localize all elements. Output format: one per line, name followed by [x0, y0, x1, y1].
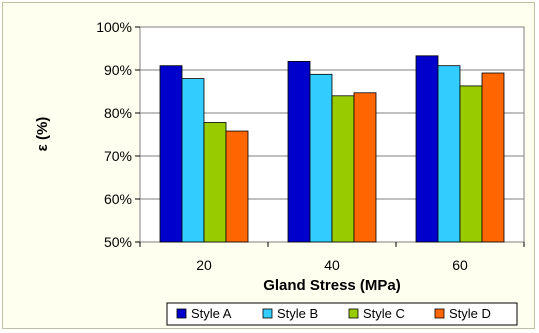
legend-swatch — [434, 308, 445, 319]
bar-style-a-40 — [287, 61, 311, 243]
bar-style-c-40 — [331, 95, 355, 243]
legend-label: Style C — [363, 306, 405, 321]
y-tick-label: 50% — [104, 234, 132, 250]
bar-style-d-60 — [481, 72, 505, 243]
x-tick-label: 20 — [196, 257, 212, 273]
legend-box — [166, 302, 518, 326]
legend-swatch — [348, 308, 359, 319]
legend-label: Style A — [191, 306, 232, 321]
bars — [159, 55, 505, 243]
y-tick-label: 60% — [104, 191, 132, 207]
bar-style-a-60 — [415, 55, 439, 243]
y-tick-label: 100% — [96, 19, 132, 35]
legend: Style A Style B Style C Style D — [166, 302, 518, 326]
x-tick-label: 40 — [324, 257, 340, 273]
legend-label: Style B — [277, 306, 318, 321]
bar-style-b-60 — [437, 65, 461, 243]
x-tick-label: 60 — [452, 257, 468, 273]
legend-label: Style D — [449, 306, 491, 321]
legend-swatch — [176, 308, 187, 319]
y-tick-label: 70% — [104, 148, 132, 164]
y-axis-ticks: 50% 60% 70% 80% 90% 100% — [96, 19, 140, 250]
bar-style-c-20 — [203, 122, 227, 243]
x-axis-label: Gland Stress (MPa) — [263, 277, 401, 294]
y-axis-label: ε (%) — [34, 117, 51, 152]
bar-style-b-40 — [309, 73, 333, 243]
bar-style-c-60 — [459, 85, 483, 243]
y-tick-label: 90% — [104, 62, 132, 78]
bar-style-d-40 — [353, 92, 377, 243]
legend-swatch — [262, 308, 273, 319]
bar-style-d-20 — [225, 130, 249, 243]
bar-style-b-20 — [181, 78, 205, 243]
bar-style-a-20 — [159, 65, 183, 243]
y-tick-label: 80% — [104, 105, 132, 121]
x-axis-ticks: 20 40 60 — [139, 242, 525, 273]
